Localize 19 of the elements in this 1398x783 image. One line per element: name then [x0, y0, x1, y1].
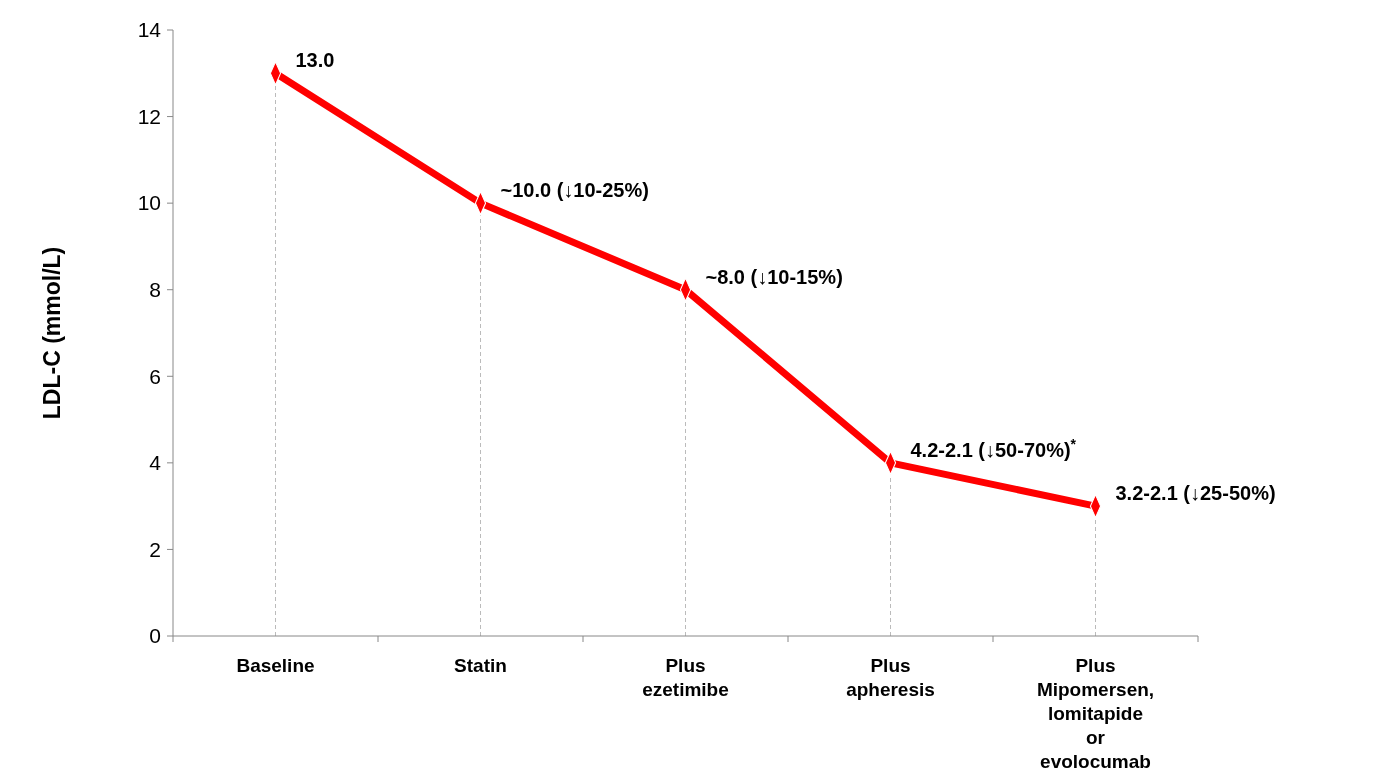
x-tick-label: Plus ezetimibe [642, 655, 729, 700]
y-axis-title: LDL-C (mmol/L) [39, 246, 65, 420]
annotation: 3.2-2.1 (↓25-50%) [1115, 482, 1276, 505]
annotation: ~10.0 (↓10-25%) [500, 179, 649, 202]
x-tick-label: Baseline [236, 655, 315, 676]
annotation: ~8.0 (↓10-15%) [705, 265, 843, 288]
y-tick-label: 8 [149, 278, 161, 302]
y-tick-label: 10 [137, 191, 161, 215]
x-tick-label: Plus Mipomersen, lomitapide or evolocumab [1036, 655, 1155, 772]
y-tick-label: 12 [137, 104, 161, 128]
y-tick-label: 4 [149, 451, 162, 475]
annotation: 4.2-2.1 (↓50-70%)$^{*}$ [910, 435, 1077, 461]
y-tick-label: 14 [137, 18, 162, 42]
y-tick-label: 0 [149, 624, 161, 648]
x-tick-label: Plus apheresis [846, 655, 935, 700]
annotation: 13.0 [295, 49, 335, 72]
x-tick-label: Statin [454, 655, 507, 676]
y-tick-label: 6 [149, 364, 161, 388]
y-tick-label: 2 [149, 537, 161, 561]
